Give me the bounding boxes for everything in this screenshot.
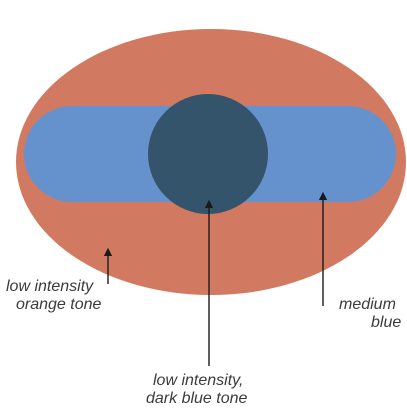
dark-blue-core-circle (148, 94, 268, 214)
band-label: medium blue (339, 296, 401, 331)
outer-label: low intensity orange tone (6, 278, 102, 313)
core-label-line1: low intensity, (153, 372, 243, 389)
band-label-line1: medium (339, 296, 396, 313)
band-label-line2: blue (371, 314, 401, 331)
core-label: low intensity, dark blue tone (146, 372, 248, 407)
core-label-line2: dark blue tone (146, 390, 248, 407)
outer-label-line1: low intensity (6, 278, 94, 295)
outer-label-line2: orange tone (16, 296, 102, 313)
